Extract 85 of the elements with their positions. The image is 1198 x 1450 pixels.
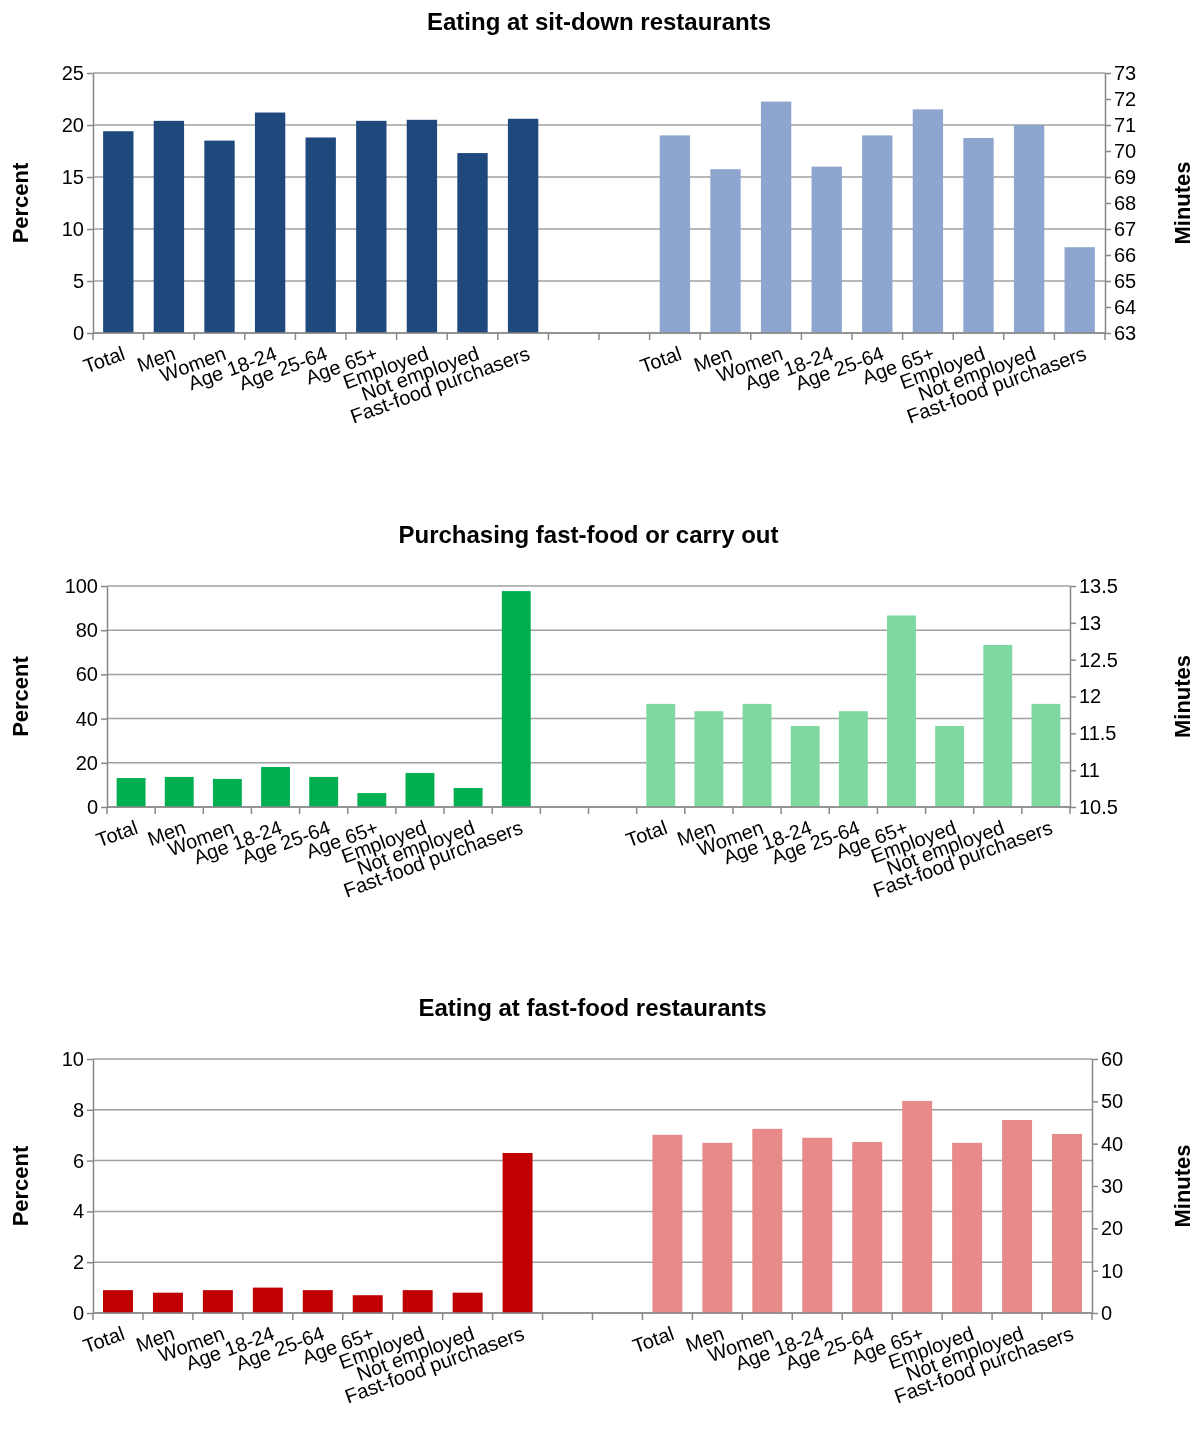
y-axis-title: Percent [8,1144,33,1227]
y-tick-label: 100 [64,574,98,597]
bar [152,1292,183,1313]
bar [952,1142,983,1313]
y2-tick-label: 70 [1114,139,1137,162]
y2-tick-label: 11.5 [1079,722,1117,745]
x-tick-label: Total [637,342,685,378]
y-tick-label: 15 [61,165,84,188]
y2-tick-label: 10 [1101,1259,1124,1282]
bar [453,787,483,807]
y-tick-label: 2 [72,1251,84,1274]
bar [452,1292,483,1313]
bar [702,1142,733,1313]
x-tick-label: Total [80,1322,128,1358]
y2-tick-label: 73 [1114,61,1137,84]
bar [202,1290,233,1313]
y2-tick-label: 66 [1114,243,1137,266]
y2-tick-label: 0 [1101,1301,1113,1324]
bar [302,1290,333,1313]
x-tick-label: Total [629,1322,677,1358]
y2-tick-label: 65 [1114,269,1137,292]
bar [1052,1133,1083,1313]
bar [902,1100,933,1313]
y2-tick-label: 13.5 [1079,574,1118,597]
bar [1002,1119,1033,1313]
y-tick-label: 40 [75,707,98,730]
y-tick-label: 4 [72,1200,84,1223]
y2-tick-label: 67 [1114,217,1137,240]
bar [802,1137,833,1313]
y-tick-label: 0 [72,321,84,344]
y-tick-label: 8 [72,1098,84,1121]
bar [252,1287,283,1313]
y2-tick-label: 50 [1101,1090,1124,1113]
y2-tick-label: 12 [1079,685,1102,708]
chart-title: Eating at fast-food restaurants [418,994,767,1021]
bar [261,767,290,807]
y2-tick-label: 63 [1114,321,1137,344]
bar [352,1295,383,1313]
y2-axis-title: Minutes [1170,1144,1195,1228]
bar [402,1290,433,1313]
bar [116,778,146,807]
y-tick-label: 5 [72,269,84,292]
y2-axis-title: Minutes [1170,654,1195,739]
y2-axis-title: Minutes [1170,161,1195,245]
y2-tick-label: 12.5 [1079,648,1118,671]
y2-tick-label: 68 [1114,191,1137,214]
bar [752,1128,783,1313]
y2-tick-label: 64 [1114,295,1137,318]
bar [102,1290,133,1313]
x-tick-label: Total [93,816,141,852]
bar [212,778,242,807]
y2-tick-label: 10.5 [1079,795,1118,818]
y2-tick-label: 71 [1114,113,1137,136]
bar [652,1134,683,1313]
y-tick-label: 0 [86,795,98,818]
bar [502,1152,533,1313]
y-tick-label: 6 [72,1149,84,1172]
y-axis-title: Percent [8,655,33,737]
y2-tick-label: 30 [1101,1174,1124,1197]
chart-title: Eating at sit-down restaurants [426,8,772,35]
y2-tick-label: 60 [1101,1047,1124,1070]
y2-tick-label: 72 [1114,87,1137,110]
y-tick-label: 60 [75,663,98,686]
bar [501,591,531,807]
x-tick-label: Total [622,816,671,852]
x-tick-label: Total [80,342,128,378]
y-tick-label: 0 [72,1301,84,1324]
chart-title: Purchasing fast-food or carry out [398,521,779,548]
y2-tick-label: 11 [1079,759,1100,782]
bar [164,776,194,807]
bar [309,776,339,807]
y-tick-label: 25 [61,61,84,84]
bar [405,772,435,807]
y2-tick-label: 40 [1101,1132,1124,1155]
y-tick-label: 20 [61,113,84,136]
bar [357,793,387,807]
bar [852,1141,883,1313]
y-tick-label: 20 [75,751,98,774]
y-tick-label: 10 [61,217,84,240]
y-axis-title: Percent [8,161,33,244]
y-tick-label: 80 [75,619,98,642]
y2-tick-label: 20 [1101,1217,1124,1240]
y2-tick-label: 69 [1114,165,1137,188]
y2-tick-label: 13 [1079,611,1102,634]
y-tick-label: 10 [61,1047,84,1070]
